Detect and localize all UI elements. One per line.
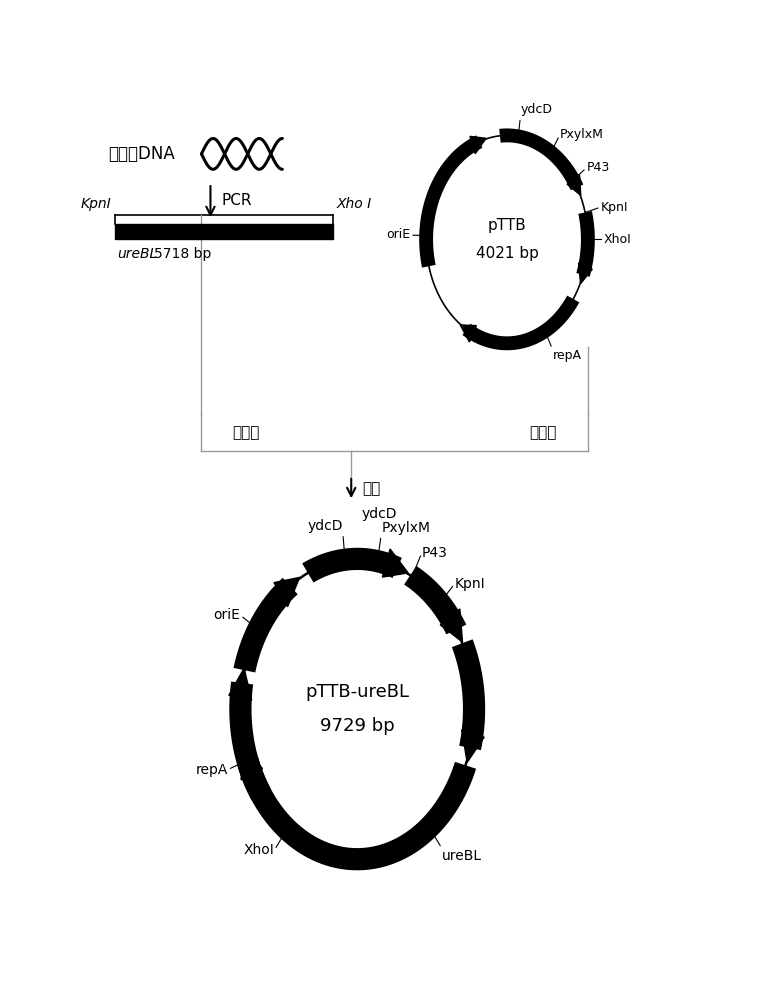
Text: ureBL: ureBL xyxy=(117,247,158,261)
Bar xyxy=(114,224,333,239)
Polygon shape xyxy=(470,136,486,154)
Polygon shape xyxy=(274,577,300,607)
Text: PxylxM: PxylxM xyxy=(560,128,604,141)
Text: oriE: oriE xyxy=(386,228,410,241)
Text: XhoI: XhoI xyxy=(604,233,632,246)
Text: 双酶切: 双酶切 xyxy=(233,425,260,440)
Polygon shape xyxy=(460,325,476,342)
Text: repA: repA xyxy=(553,349,581,362)
Text: KpnI: KpnI xyxy=(81,197,111,211)
Text: KpnI: KpnI xyxy=(601,201,628,214)
Polygon shape xyxy=(578,263,592,284)
Polygon shape xyxy=(461,730,484,762)
Text: P43: P43 xyxy=(587,161,610,174)
Text: Xho I: Xho I xyxy=(336,197,372,211)
Text: 连接: 连接 xyxy=(362,481,380,496)
Text: ydcD: ydcD xyxy=(308,519,342,533)
Polygon shape xyxy=(383,549,408,577)
Text: XhoI: XhoI xyxy=(243,843,274,857)
Text: P43: P43 xyxy=(422,546,448,560)
Polygon shape xyxy=(567,175,581,195)
Text: pTTB: pTTB xyxy=(488,218,526,233)
Polygon shape xyxy=(441,609,462,642)
Text: PxylxM: PxylxM xyxy=(381,521,430,535)
Text: ureBL: ureBL xyxy=(442,849,482,863)
Polygon shape xyxy=(229,668,252,700)
Text: ydcD: ydcD xyxy=(362,507,397,521)
Text: 双酶切: 双酶切 xyxy=(530,425,557,440)
Text: pTTB-ureBL: pTTB-ureBL xyxy=(305,683,409,701)
Text: 基因组DNA: 基因组DNA xyxy=(108,145,175,163)
Text: repA: repA xyxy=(196,763,228,777)
Text: 5718 bp: 5718 bp xyxy=(154,247,211,261)
Text: KpnI: KpnI xyxy=(455,577,485,591)
Text: 9729 bp: 9729 bp xyxy=(320,717,394,735)
Text: ydcD: ydcD xyxy=(520,103,553,116)
Text: oriE: oriE xyxy=(213,608,240,622)
Polygon shape xyxy=(241,747,263,780)
Text: PCR: PCR xyxy=(221,193,252,208)
Text: 4021 bp: 4021 bp xyxy=(475,246,539,261)
